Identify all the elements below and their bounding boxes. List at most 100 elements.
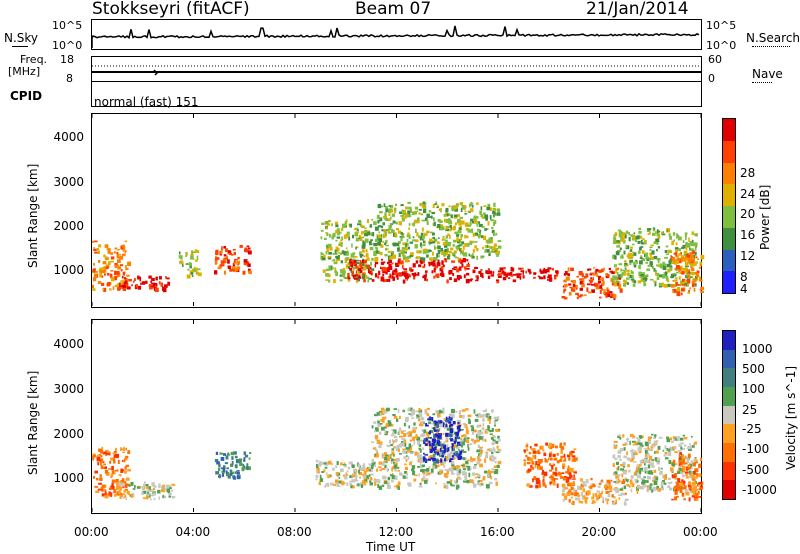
velocity-cell <box>143 486 146 489</box>
power-cell <box>236 260 241 265</box>
power-cell <box>645 274 649 277</box>
velocity-cell <box>461 409 466 412</box>
power-cell <box>416 210 419 213</box>
velocity-cell <box>244 454 249 458</box>
power-cell <box>359 236 363 241</box>
velocity-cell <box>607 499 609 501</box>
power-cell <box>431 215 433 219</box>
power-cell <box>459 216 464 219</box>
velocity-cell <box>622 465 626 468</box>
power-cell <box>367 230 371 233</box>
power-cell <box>549 277 553 282</box>
velocity-cell <box>389 424 394 427</box>
power-cell <box>693 261 697 266</box>
power-cell <box>634 239 638 243</box>
velocity-cell <box>157 489 161 494</box>
velocity-cell <box>443 485 447 489</box>
velocity-cell <box>431 442 435 446</box>
power-cell <box>691 257 695 262</box>
velocity-cell <box>484 438 487 442</box>
velocity-cell <box>569 467 574 473</box>
velocity-cell <box>484 458 487 463</box>
power-cell <box>395 265 400 267</box>
power-cell <box>325 279 329 281</box>
power-cell <box>185 253 188 256</box>
velocity-cell <box>481 427 485 431</box>
velocity-cell <box>119 474 122 477</box>
velocity-cell <box>419 482 422 486</box>
velocity-colorbar-band <box>723 368 735 388</box>
velocity-cell <box>621 473 624 478</box>
velocity-cell <box>633 450 637 454</box>
velocity-cell <box>615 489 620 494</box>
power-cell <box>489 239 494 244</box>
power-cell <box>621 239 625 242</box>
velocity-cell <box>390 458 394 462</box>
power-cell <box>475 232 479 236</box>
velocity-cell <box>346 470 349 473</box>
power-cell <box>114 247 118 250</box>
velocity-cell <box>430 472 432 474</box>
velocity-cell <box>387 420 391 424</box>
power-cell <box>402 249 405 254</box>
power-cell <box>236 266 240 270</box>
power-cell <box>601 268 604 273</box>
power-cell <box>688 237 690 242</box>
power-cell <box>377 203 382 209</box>
power-cell <box>437 259 440 264</box>
velocity-cell <box>545 442 549 446</box>
velocity-cell <box>683 485 687 490</box>
power-cell <box>458 239 462 244</box>
velocity-cell <box>411 468 415 472</box>
power-cell <box>422 201 426 204</box>
power-cell <box>695 275 698 279</box>
velocity-cell <box>126 483 130 486</box>
power-cell <box>647 228 652 231</box>
velocity-cell <box>489 433 493 436</box>
velocity-cell <box>644 457 648 460</box>
velocity-cell <box>116 469 119 472</box>
velocity-cell <box>576 492 580 495</box>
power-cell <box>615 270 618 274</box>
power-cell <box>654 272 657 276</box>
velocity-cell <box>644 459 648 463</box>
velocity-cell <box>235 464 238 469</box>
velocity-cell <box>434 458 439 461</box>
velocity-cell <box>650 444 654 447</box>
velocity-cell <box>445 432 449 437</box>
velocity-cell <box>652 479 656 482</box>
power-colorbar-band <box>723 184 735 206</box>
power-cell <box>127 261 131 266</box>
power-cell <box>685 246 688 250</box>
velocity-cell <box>142 483 147 488</box>
power-cell <box>488 268 490 271</box>
power-cell <box>629 250 633 252</box>
power-cell <box>694 247 697 251</box>
power-cell <box>443 252 446 257</box>
power-cell <box>696 273 700 278</box>
power-cell <box>497 208 501 213</box>
power-cell <box>620 231 624 234</box>
power-cell <box>361 261 365 265</box>
velocity-cell <box>562 476 566 480</box>
velocity-cell <box>626 457 629 461</box>
velocity-cell <box>423 471 425 475</box>
velocity-cell <box>222 465 226 469</box>
power-cell <box>640 279 644 282</box>
velocity-cell <box>393 415 398 419</box>
velocity-cell <box>574 457 578 461</box>
power-cell <box>341 273 346 277</box>
velocity-cell <box>689 443 691 446</box>
velocity-cell <box>623 455 627 459</box>
velocity-cell <box>586 490 591 495</box>
velocity-cell <box>626 438 630 441</box>
velocity-cell <box>220 457 225 461</box>
velocity-cell <box>340 468 344 472</box>
power-cell <box>599 296 602 299</box>
velocity-cell <box>530 465 533 468</box>
power-cell <box>195 250 200 253</box>
power-cell <box>613 297 616 301</box>
velocity-cell <box>386 407 390 412</box>
velocity-cell <box>660 487 664 491</box>
power-cell <box>226 255 229 258</box>
